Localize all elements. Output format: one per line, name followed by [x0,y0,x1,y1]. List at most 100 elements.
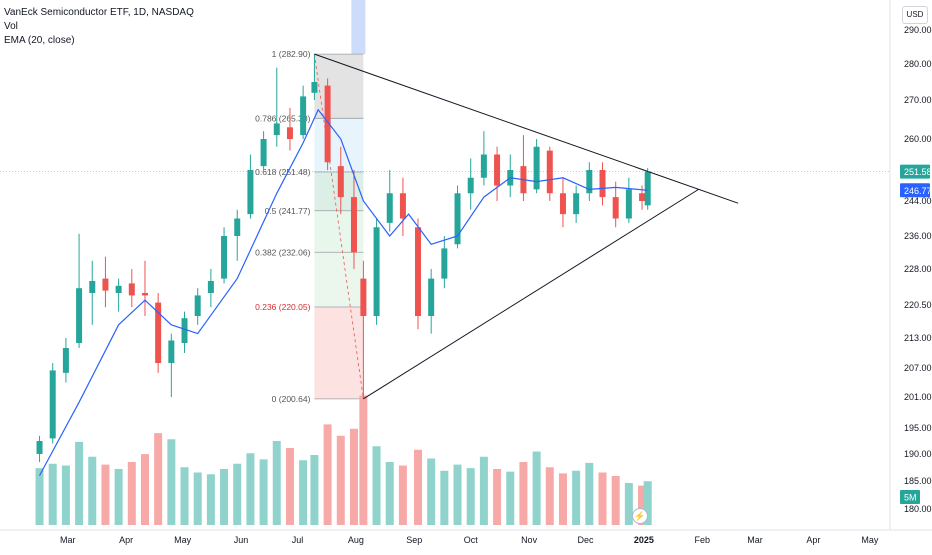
fib-time-highlight [351,0,366,55]
volume-bar [127,462,136,525]
candle-body[interactable] [599,170,606,198]
candle-body[interactable] [360,278,367,316]
candle-body[interactable] [286,127,293,139]
candlestick-series[interactable] [36,54,651,463]
fib-zone [314,118,364,173]
lower-trendline[interactable] [363,188,699,400]
volume-bar [220,469,229,525]
volume-bar [246,453,255,525]
candle-body[interactable] [62,348,69,373]
price-tick-label: 290.00 [904,25,932,35]
volume-bar [206,474,215,525]
volume-badge: 5M [904,493,917,503]
volume-bar [285,448,294,525]
last-price-badge-bg [900,164,930,179]
candle-body[interactable] [573,193,580,215]
fib-retracement-drawing[interactable]: 1 (282.90) 0.786 (265.30) 0.618 (251.48) 0.… [255,0,366,404]
time-tick-label: Apr [806,535,820,545]
candle-body[interactable] [128,283,135,296]
candle-body[interactable] [89,281,96,293]
volume-bar [180,467,189,525]
candle-body[interactable] [546,150,553,194]
candle-body[interactable] [612,197,619,219]
volume-bar [259,459,268,525]
candle-body[interactable] [273,123,280,136]
candle-body[interactable] [141,293,148,296]
time-tick-label: Apr [119,535,133,545]
candle-body[interactable] [181,318,188,343]
candle-body[interactable] [386,193,393,223]
currency-button[interactable]: USD [902,6,928,24]
time-tick-label: May [861,535,879,545]
candle-body[interactable] [467,177,474,194]
candle-body[interactable] [373,227,380,316]
price-tick-label: 213.00 [904,333,932,343]
volume-bar [493,469,502,525]
volume-bar [61,465,70,525]
price-tick-label: 236.00 [904,231,932,241]
time-tick-label: Mar [60,535,76,545]
candle-body[interactable] [221,236,228,279]
candle-body[interactable] [36,441,43,454]
upper-trendline[interactable] [314,53,739,204]
time-tick-label: Sep [406,535,422,545]
time-tick-label: Oct [464,535,479,545]
candle-body[interactable] [234,218,241,237]
candle-body[interactable] [115,285,122,293]
candle-body[interactable] [441,248,448,279]
candle-body[interactable] [625,189,632,219]
time-tick-label: Mar [747,535,763,545]
volume-bar [323,424,332,525]
volume-bar [643,481,652,525]
candle-body[interactable] [102,278,109,291]
candle-body[interactable] [260,139,267,167]
candle-body[interactable] [194,295,201,316]
fib-zone [314,306,364,399]
fib-level-label: 0.382 (232.06) [255,247,310,257]
candle-body[interactable] [533,146,540,190]
candle-body[interactable] [644,171,651,206]
price-tick-label: 201.00 [904,392,932,402]
volume-bar [398,465,407,525]
candle-body[interactable] [168,340,175,364]
chart-legend: VanEck Semiconductor ETF, 1D, NASDAQ Vol… [4,6,194,48]
price-tick-label: 280.00 [904,59,932,69]
price-axis[interactable]: 290.00 280.00 270.00 260.00 244.00 236.00 228.… [889,0,932,530]
volume-bar [193,472,202,525]
symbol-title[interactable]: VanEck Semiconductor ETF, 1D, NASDAQ [4,7,194,18]
last-price-badge: 251.58 [904,167,932,177]
candle-body[interactable] [559,193,566,215]
candle-body[interactable] [300,96,307,136]
candle-body[interactable] [247,170,254,215]
candle-body[interactable] [428,278,435,316]
ema-legend[interactable]: EMA (20, close) [4,35,75,46]
candle-body[interactable] [76,288,83,343]
candle-body[interactable] [311,82,318,93]
candle-body[interactable] [494,154,501,186]
candle-body[interactable] [399,193,406,219]
candle-body[interactable] [350,197,357,253]
volume-bar [611,476,620,525]
time-axis[interactable]: Mar Apr May Jun Jul Aug Sep Oct Nov Dec 2025 Feb Mar… [0,529,932,545]
time-tick-label: Feb [695,535,711,545]
ema-20-line [38,108,648,476]
candle-body[interactable] [49,370,56,439]
candle-body[interactable] [207,281,214,293]
tradingview-logo-icon[interactable]: ⚡ [632,508,648,524]
candle-body[interactable] [337,166,344,198]
candle-body[interactable] [414,227,421,316]
candle-body[interactable] [639,193,646,201]
fib-level-label: 0 (200.64) [272,394,311,404]
candle-body[interactable] [324,85,331,163]
volume-bars [35,395,652,525]
candle-body[interactable] [155,302,162,363]
volume-bar [310,455,319,525]
triangle-trendlines[interactable] [0,53,890,400]
fib-level-label: 0.786 (265.30) [255,113,310,123]
candle-body[interactable] [480,154,487,178]
candle-body[interactable] [454,193,461,245]
volume-legend[interactable]: Vol [4,21,18,32]
candle-body[interactable] [586,170,593,194]
